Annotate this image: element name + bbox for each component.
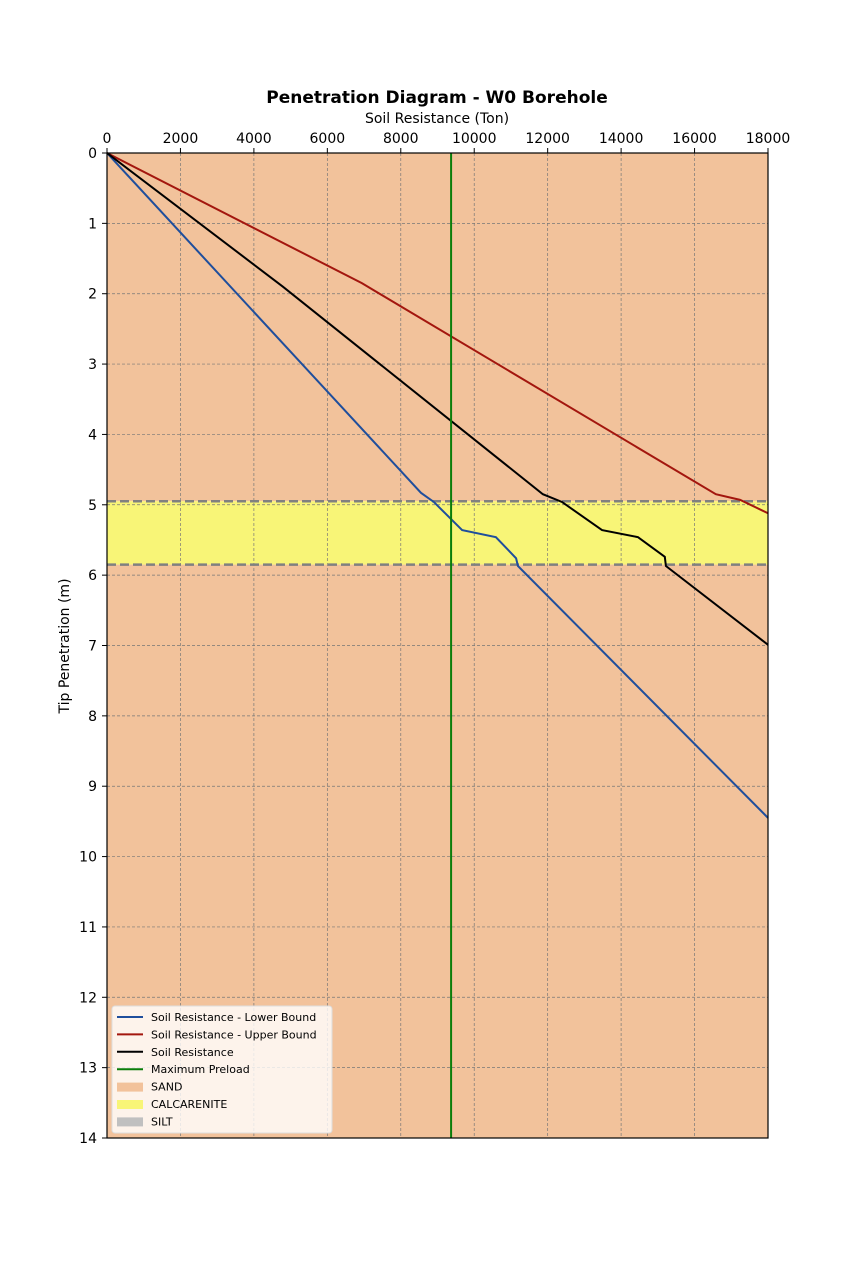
x-tick-label: 10000	[452, 131, 497, 147]
y-tick-label: 2	[88, 287, 97, 303]
legend-patch	[117, 1117, 143, 1127]
legend-label: Maximum Preload	[151, 1063, 250, 1076]
y-tick-label: 8	[88, 709, 97, 725]
y-tick-label: 12	[79, 990, 97, 1006]
y-tick-label: 1	[88, 216, 97, 232]
y-tick-label: 10	[79, 850, 97, 866]
x-tick-label: 18000	[746, 131, 791, 147]
legend-label: Soil Resistance - Upper Bound	[151, 1028, 317, 1041]
x-tick-label: 16000	[672, 131, 717, 147]
plot-frame	[106, 152, 769, 1139]
legend-label: Soil Resistance	[151, 1046, 234, 1059]
y-axis-label: Tip Penetration (m)	[57, 578, 73, 714]
legend-label: SILT	[151, 1115, 173, 1128]
legend-box	[111, 1005, 333, 1134]
x-axis-label: Soil Resistance (Ton)	[365, 111, 509, 127]
legend-patch	[117, 1082, 143, 1092]
x-tick-label: 0	[103, 131, 112, 147]
chart-title: Penetration Diagram - W0 Borehole	[266, 88, 608, 108]
legend-label: SAND	[151, 1081, 182, 1094]
x-tick-label: 4000	[236, 131, 272, 147]
legend-label: CALCARENITE	[151, 1098, 227, 1111]
y-tick-label: 14	[79, 1131, 97, 1147]
legend-patch	[117, 1100, 143, 1109]
x-tick-label: 12000	[525, 131, 570, 147]
x-tick-label: 8000	[383, 131, 419, 147]
legend-label: Soil Resistance - Lower Bound	[151, 1011, 316, 1024]
layer-calcarenite	[107, 501, 768, 565]
series-soil-resistance-lower-bound	[106, 152, 769, 819]
y-tick-label: 9	[88, 779, 97, 795]
y-tick-label: 6	[88, 568, 97, 584]
y-tick-label: 4	[88, 427, 97, 443]
y-tick-label: 5	[88, 498, 97, 514]
y-tick-label: 11	[79, 920, 97, 936]
legend: Soil Resistance - Lower Bound Soil Resist…	[111, 1005, 333, 1134]
y-tick-label: 7	[88, 639, 97, 655]
series-soil-resistance-upper-bound	[106, 152, 769, 515]
y-tick-label: 0	[88, 146, 97, 162]
y-tick-label: 3	[88, 357, 97, 373]
x-tick-label: 6000	[310, 131, 346, 147]
x-tick-label: 14000	[599, 131, 644, 147]
x-tick-label: 2000	[163, 131, 199, 147]
y-tick-label: 13	[79, 1061, 97, 1077]
series-soil-resistance	[106, 152, 769, 646]
